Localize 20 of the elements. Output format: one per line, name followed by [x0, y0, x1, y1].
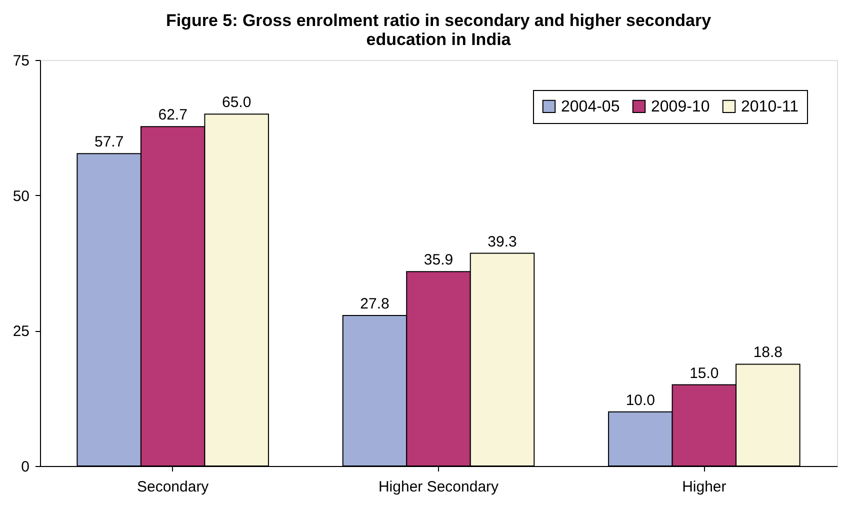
y-tick-label: 75 — [12, 52, 30, 70]
y-tick-label: 50 — [12, 188, 30, 205]
x-tick-label: Secondary — [136, 478, 210, 496]
text: 15.0 — [690, 364, 719, 382]
text: 39.3 — [488, 233, 517, 250]
text: 27.8 — [360, 296, 390, 313]
x-tick-label: Higher Secondary — [378, 478, 500, 496]
text: 35.9 — [424, 252, 454, 269]
text: 10.0 — [626, 392, 656, 409]
x-tick-label: Higher — [682, 478, 726, 496]
legend-label: 2009-10 — [651, 98, 710, 116]
text: 18.8 — [753, 344, 783, 362]
legend-label: 2004-05 — [561, 98, 620, 116]
text: 65.0 — [222, 94, 252, 112]
text: 62.7 — [158, 106, 188, 124]
text: 57.7 — [94, 134, 124, 151]
legend-label: 2010-11 — [741, 98, 799, 116]
chart-title: Figure 5: Gross enrolment ratio in secondary and higher secondary education in India — [166, 11, 712, 49]
y-tick-label: 0 — [21, 458, 30, 476]
y-tick-label: 25 — [12, 323, 30, 340]
